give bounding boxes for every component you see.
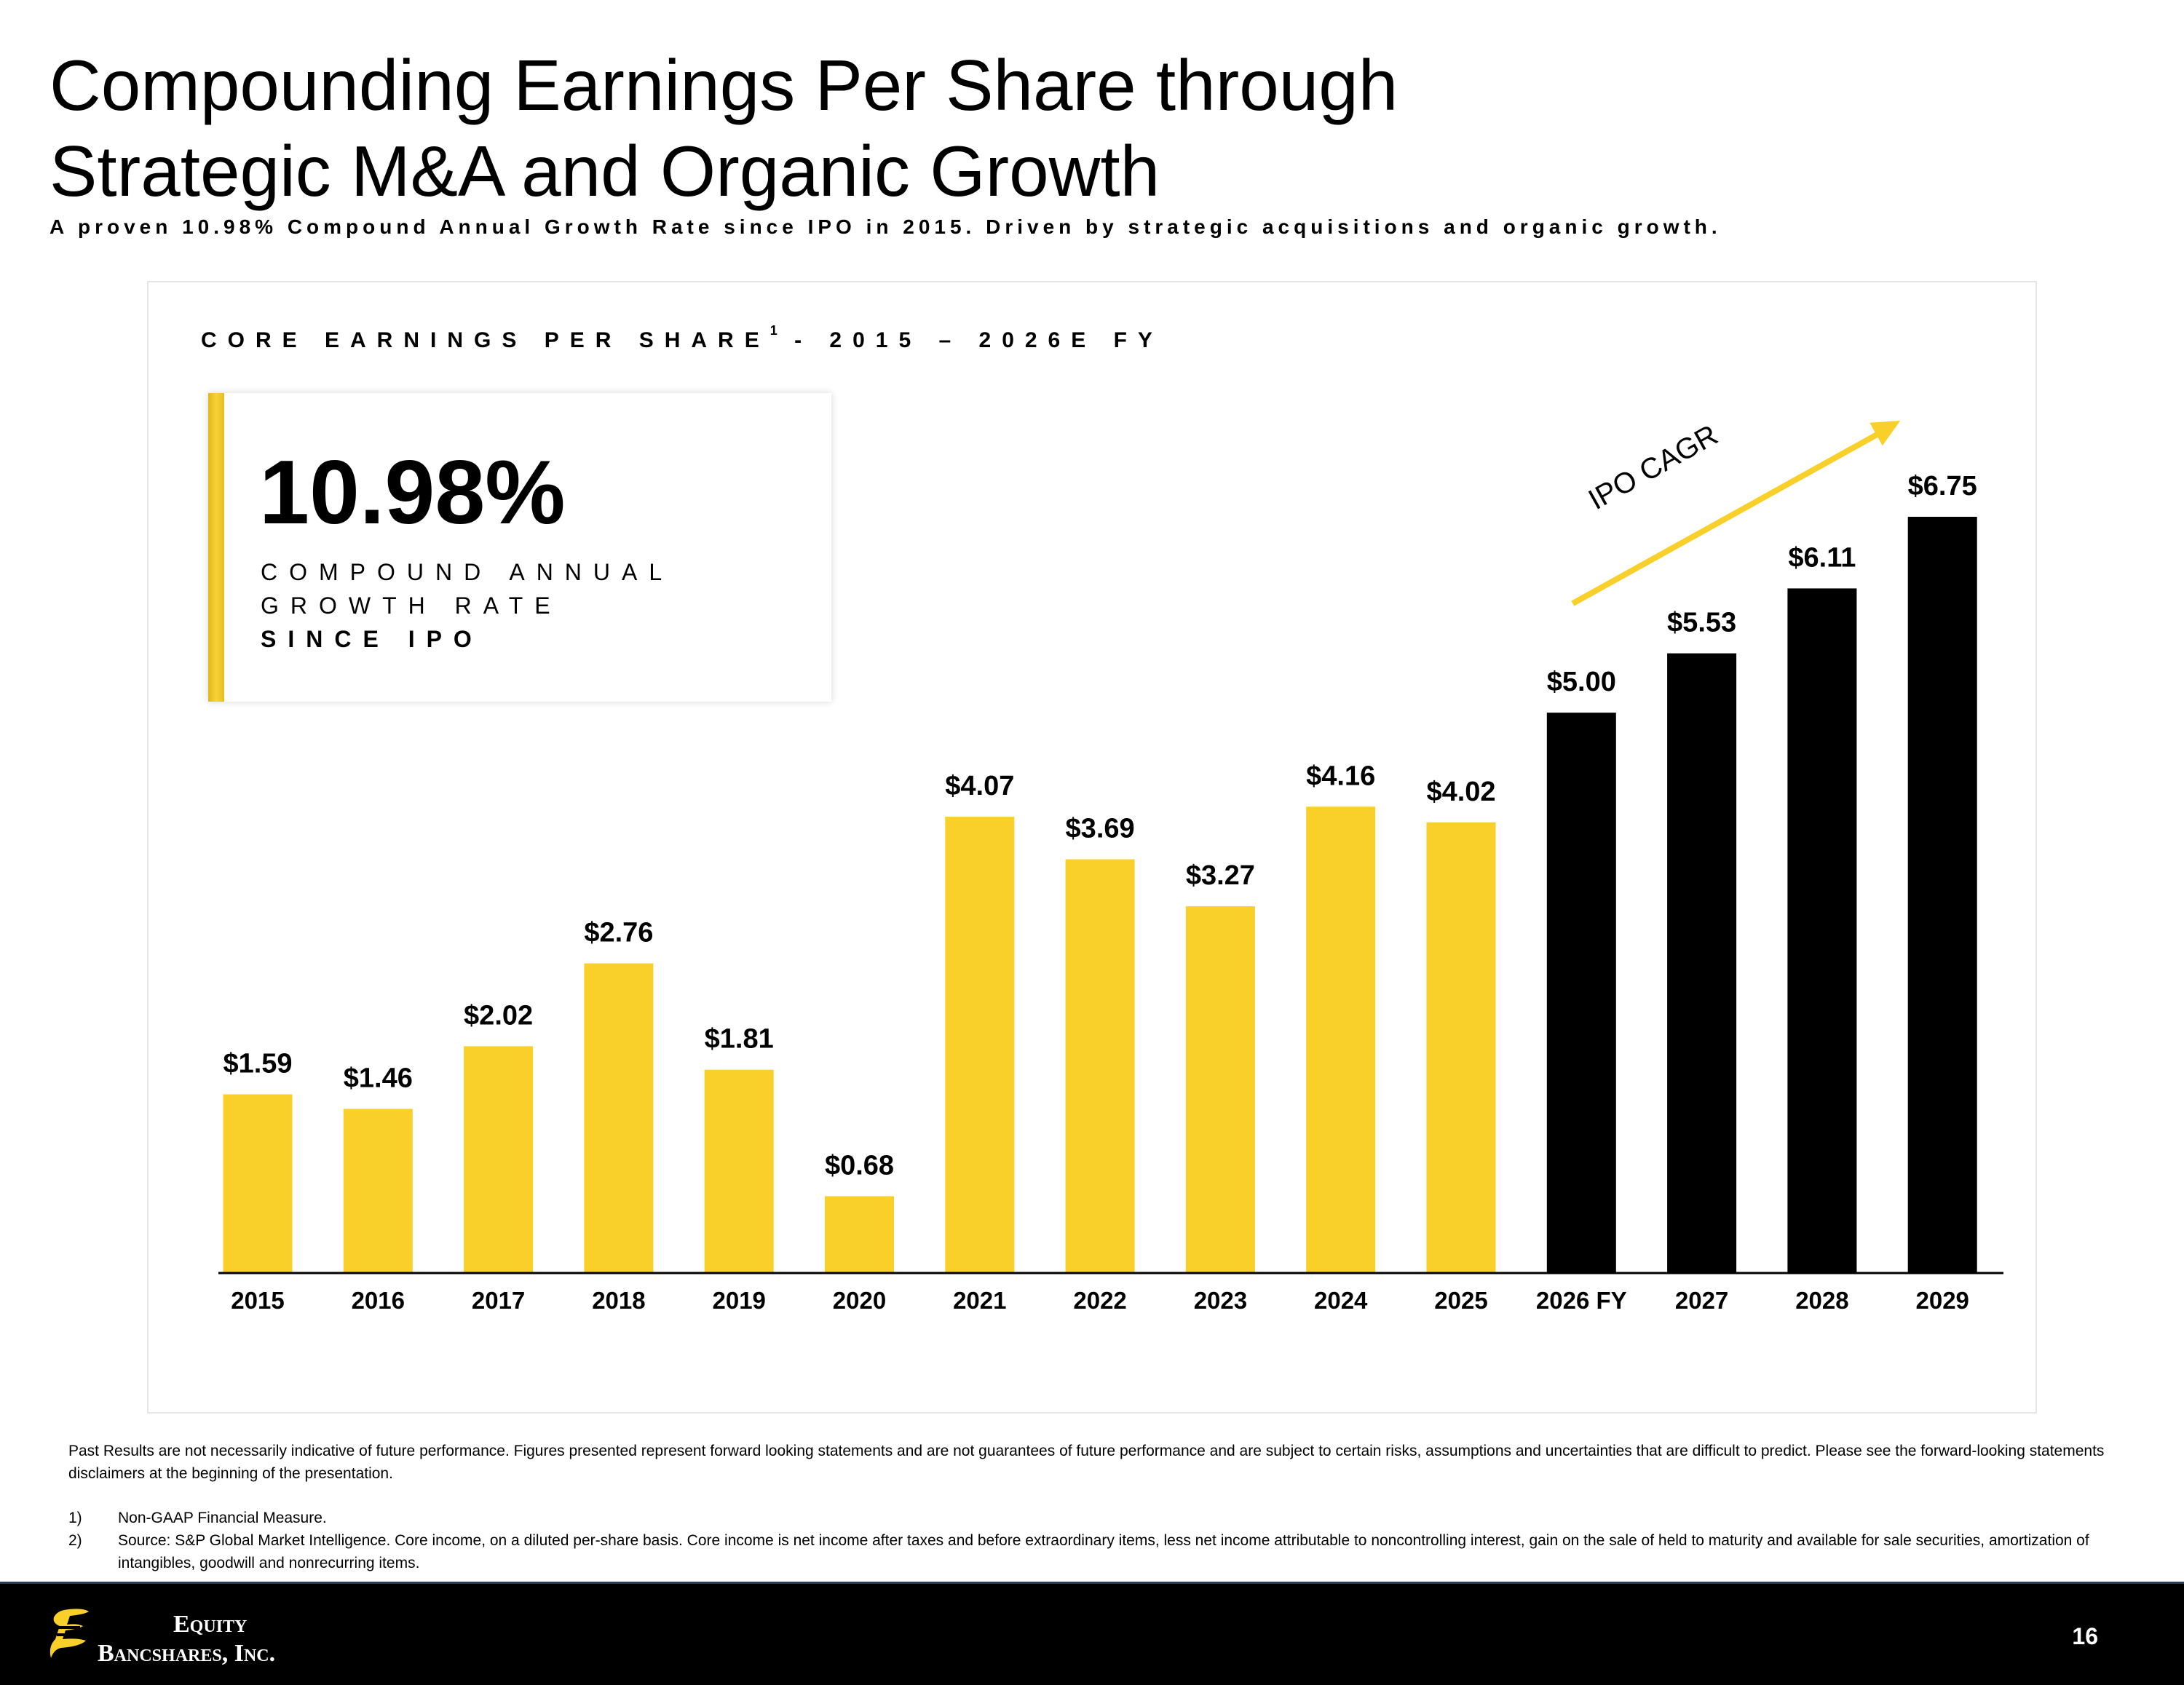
data-label: $2.76 [584, 918, 653, 948]
kpi-label-line1: COMPOUND ANNUAL [261, 559, 674, 585]
bar-2016 [343, 1109, 413, 1272]
x-tick-label: 2026 FY [1536, 1287, 1627, 1314]
data-label: $6.11 [1788, 542, 1856, 573]
bar-2023 [1185, 906, 1255, 1272]
kpi-label-line2: GROWTH RATE [261, 592, 562, 619]
x-tick-label: 2028 [1795, 1287, 1848, 1314]
x-tick-label: 2017 [472, 1287, 525, 1314]
chart-heading-text: CORE EARNINGS PER SHARE [201, 328, 770, 352]
footnotes: Past Results are not necessarily indicat… [68, 1440, 2136, 1574]
footnote-text: Source: S&P Global Market Intelligence. … [118, 1532, 2089, 1571]
logo-line1: Equity [173, 1611, 248, 1638]
x-tick-label: 2016 [352, 1287, 405, 1314]
slide-title-line2: Strategic M&A and Organic Growth [50, 131, 1160, 211]
x-tick-label: 2022 [1073, 1287, 1126, 1314]
data-label: $4.07 [945, 771, 1014, 801]
data-label: $3.27 [1186, 860, 1255, 891]
footnote-item-2: 2) Source: S&P Global Market Intelligenc… [68, 1529, 2136, 1574]
bar-2025 [1426, 822, 1496, 1272]
chart-heading-range: - 2015 – 2026E FY [777, 328, 1163, 352]
data-label: $1.46 [344, 1063, 413, 1093]
data-label: $4.02 [1426, 777, 1495, 807]
annotation-layer: IPO CAGR [1571, 419, 1901, 606]
data-label: $5.00 [1547, 667, 1616, 697]
disclaimer-text: Past Results are not necessarily indicat… [68, 1443, 2105, 1482]
slide-title: Compounding Earnings Per Share through S… [50, 42, 1398, 214]
x-tick-label: 2025 [1434, 1287, 1487, 1314]
data-label: $4.16 [1306, 761, 1375, 791]
footer-divider [0, 1582, 2184, 1584]
cagr-arrow-head [1870, 421, 1901, 446]
bar-2026-fy [1546, 713, 1616, 1272]
data-label: $1.59 [223, 1048, 292, 1079]
bar-2028 [1787, 588, 1857, 1272]
bar-2018 [584, 963, 654, 1272]
x-tick-label: 2018 [592, 1287, 645, 1314]
footnote-item-1: 1) Non-GAAP Financial Measure. [68, 1507, 2136, 1529]
bar-2017 [464, 1046, 534, 1272]
footnote-number: 1) [68, 1510, 82, 1526]
chart-heading: CORE EARNINGS PER SHARE1 - 2015 – 2026E … [201, 323, 1163, 353]
x-tick-label: 2020 [833, 1287, 886, 1314]
data-label: $6.75 [1908, 471, 1977, 501]
kpi-value: 10.98% [259, 443, 566, 543]
x-tick-label: 2029 [1915, 1287, 1969, 1314]
bar-2020 [825, 1196, 894, 1272]
bar-2015 [223, 1094, 293, 1272]
chart-heading-footnote-ref: 1 [769, 323, 778, 338]
kpi-accent-bar [208, 393, 224, 702]
data-label: $2.02 [464, 1000, 533, 1031]
data-label: $0.68 [825, 1150, 894, 1181]
x-tick-label: 2019 [712, 1287, 765, 1314]
footer-bar [0, 1584, 2184, 1685]
cagr-annotation-text: IPO CAGR [1583, 419, 1723, 516]
data-label: $5.53 [1667, 608, 1736, 638]
bar-2022 [1065, 859, 1135, 1272]
x-tick-label: 2024 [1314, 1287, 1368, 1314]
bar-2021 [945, 817, 1015, 1272]
bar-2029 [1907, 517, 1977, 1272]
bar-2019 [704, 1069, 774, 1272]
data-label: $3.69 [1066, 814, 1135, 844]
bar-2027 [1667, 653, 1737, 1272]
kpi-card: 10.98% [208, 393, 831, 702]
x-tick-label: 2023 [1194, 1287, 1247, 1314]
data-label: $1.81 [705, 1024, 774, 1055]
bars-layer [218, 517, 2003, 1274]
kpi-label-line3: SINCE IPO [261, 626, 483, 652]
logo-line2: Bancshares, Inc. [98, 1640, 276, 1667]
cagr-arrow-line [1571, 424, 1894, 606]
x-tick-label: 2015 [231, 1287, 284, 1314]
footnote-number: 2) [68, 1532, 82, 1549]
page-number: 16 [2072, 1623, 2098, 1649]
footnote-text: Non-GAAP Financial Measure. [118, 1510, 327, 1526]
slide-title-line1: Compounding Earnings Per Share through [50, 45, 1398, 125]
x-tick-label: 2021 [953, 1287, 1006, 1314]
labels-layer: $1.59 2015 $1.46 2016 $2.02 2017 $2.76 2018 $1.8… [223, 471, 1977, 1314]
bar-2024 [1306, 806, 1376, 1272]
slide-subtitle: A proven 10.98% Compound Annual Growth R… [50, 215, 1722, 238]
company-logo: Equity Bancshares, Inc. [98, 1610, 275, 1668]
equity-e-icon [50, 1609, 89, 1658]
x-tick-label: 2027 [1675, 1287, 1728, 1314]
